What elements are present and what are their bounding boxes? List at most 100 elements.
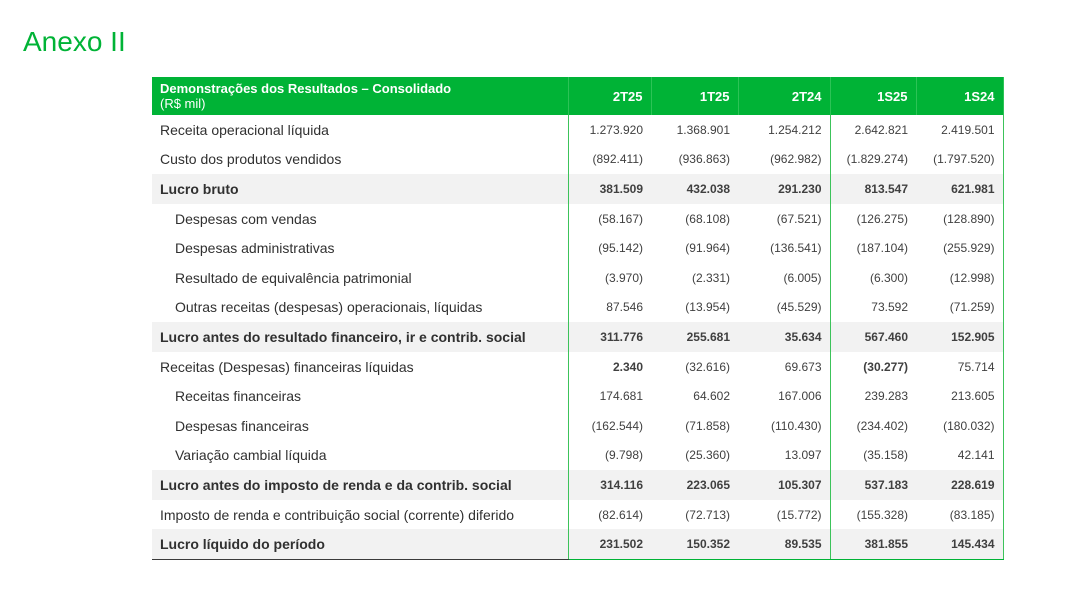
table-body: Receita operacional líquida 1.273.920 1.36… — [152, 115, 1004, 560]
cell-2t24: 167.006 — [778, 389, 822, 404]
row-label: Custo dos produtos vendidos — [160, 151, 342, 168]
cell-1t25: (2.331) — [691, 270, 730, 285]
cell-1s24: 145.434 — [916, 529, 1004, 560]
column-header-2t25: 2T25 — [568, 77, 652, 115]
cell-2t25: (162.544) — [567, 410, 651, 441]
cell-2t25: 174.681 — [567, 381, 651, 411]
cell-1t25: (71.858) — [685, 418, 730, 433]
cell-1t25: 432.038 — [651, 174, 738, 204]
column-header-1s25: 1S25 — [830, 77, 917, 115]
cell-1t25: (13.954) — [685, 300, 730, 315]
cell-1s24: (180.032) — [916, 410, 1004, 441]
table-row: Outras receitas (despesas) operacionais,… — [152, 292, 1004, 323]
row-label: Outras receitas (despesas) operacionais,… — [175, 299, 483, 316]
table-row: Receita operacional líquida 1.273.920 1.36… — [152, 115, 1004, 145]
row-label: Lucro líquido do período — [152, 529, 568, 560]
cell-1s24: (12.998) — [916, 262, 1004, 293]
cell-2t25: 314.116 — [567, 470, 651, 500]
row-label: Imposto de renda e contribuição social (… — [160, 506, 515, 523]
cell-2t24: 291.230 — [738, 174, 830, 204]
table-row: Custo dos produtos vendidos (892.411) (936… — [152, 144, 1004, 175]
cell-2t25: 2.340 — [567, 351, 651, 382]
cell-1s25: 239.283 — [829, 381, 916, 411]
cell-2t24: 105.307 — [738, 470, 830, 500]
cell-2t25: 87.546 — [567, 292, 651, 323]
column-header-2t24: 2T24 — [738, 77, 831, 115]
table-row: Variação cambial líquida (9.798) (25.360) 1… — [152, 440, 1004, 471]
table-row: Lucro bruto 381.509 432.038 291.230 813.547 6… — [152, 174, 1004, 204]
cell-1t25: (72.713) — [685, 507, 730, 522]
cell-2t24: 89.535 — [738, 529, 830, 560]
table-row: Lucro antes do resultado financeiro, ir … — [152, 322, 1004, 352]
cell-1s25: (6.300) — [829, 262, 916, 293]
cell-1s24: 228.619 — [916, 470, 1004, 500]
row-label: Lucro antes do imposto de renda e da con… — [152, 470, 568, 500]
cell-1s25: 813.547 — [829, 174, 916, 204]
cell-1t25: (91.964) — [685, 241, 730, 256]
cell-1t25: 64.602 — [693, 389, 730, 404]
cell-2t25: 311.776 — [567, 322, 651, 352]
column-header-1t25: 1T25 — [651, 77, 739, 115]
cell-1s24: 213.605 — [916, 381, 1004, 411]
table-row: Despesas financeiras (162.544) (71.858) (11… — [152, 410, 1004, 441]
cell-1s24: (128.890) — [916, 203, 1004, 234]
table-row: Lucro líquido do período 231.502 150.352 89… — [152, 529, 1004, 560]
cell-1s24: (83.185) — [916, 499, 1004, 530]
cell-2t24: 1.254.212 — [768, 122, 822, 137]
cell-2t25: (3.970) — [567, 262, 651, 293]
cell-1s25: (126.275) — [829, 203, 916, 234]
table-row: Receitas (Despesas) financeiras líquidas… — [152, 351, 1004, 382]
row-label: Despesas com vendas — [175, 210, 317, 227]
cell-2t25: (82.614) — [567, 499, 651, 530]
cell-1s25: (234.402) — [829, 410, 916, 441]
cell-2t24: (136.541) — [770, 241, 822, 256]
cell-1s25: 381.855 — [829, 529, 916, 560]
cell-1s25: 537.183 — [829, 470, 916, 500]
column-header-1s24: 1S24 — [916, 77, 1004, 115]
cell-2t24: 13.097 — [784, 448, 822, 463]
table-row: Imposto de renda e contribuição social (… — [152, 499, 1004, 530]
table-row: Lucro antes do imposto de renda e da con… — [152, 470, 1004, 500]
cell-1s25: (30.277) — [829, 351, 916, 382]
row-label: Receitas (Despesas) financeiras líquidas — [160, 358, 414, 375]
cell-1t25: (32.616) — [685, 359, 730, 374]
cell-1t25: 150.352 — [651, 529, 738, 560]
page-title: Anexo II — [23, 26, 126, 57]
cell-1s24: (71.259) — [916, 292, 1004, 323]
table-row: Receitas financeiras 174.681 64.602 167.006… — [152, 381, 1004, 411]
cell-1t25: (68.108) — [685, 211, 730, 226]
header-title: Demonstrações dos Resultados – Consolida… — [160, 81, 452, 96]
cell-1s24: 152.905 — [916, 322, 1004, 352]
cell-2t24: 69.673 — [784, 359, 822, 374]
row-label: Lucro antes do resultado financeiro, ir … — [152, 322, 568, 352]
row-label: Lucro bruto — [152, 174, 568, 204]
cell-1t25: 1.368.901 — [676, 122, 730, 137]
cell-1s25: (187.104) — [829, 233, 916, 263]
cell-1t25: 223.065 — [651, 470, 738, 500]
cell-2t24: 35.634 — [738, 322, 830, 352]
cell-2t25: (892.411) — [567, 144, 651, 175]
cell-1t25: (936.863) — [678, 152, 730, 167]
cell-2t25: (9.798) — [567, 440, 651, 471]
row-label: Variação cambial líquida — [175, 447, 327, 464]
cell-2t25: (95.142) — [567, 233, 651, 263]
cell-1s24: (255.929) — [916, 233, 1004, 263]
table-row: Despesas com vendas (58.167) (68.108) (67.5… — [152, 203, 1004, 234]
cell-2t25: 231.502 — [567, 529, 651, 560]
table-header-row: Demonstrações dos Resultados – Consolida… — [152, 77, 1004, 115]
cell-2t25: (58.167) — [567, 203, 651, 234]
table-row: Despesas administrativas (95.142) (91.964)… — [152, 233, 1004, 263]
cell-2t24: (6.005) — [783, 270, 822, 285]
cell-1s25: (1.829.274) — [829, 144, 916, 175]
cell-2t24: (67.521) — [776, 211, 822, 226]
table-row: Resultado de equivalência patrimonial (3.… — [152, 262, 1004, 293]
cell-1t25: (25.360) — [685, 448, 730, 463]
cell-2t25: 381.509 — [567, 174, 651, 204]
cell-1s24: 75.714 — [916, 351, 1004, 382]
cell-2t24: (110.430) — [771, 418, 822, 433]
cell-1s25: 567.460 — [829, 322, 916, 352]
table-header-label: Demonstrações dos Resultados – Consolida… — [152, 77, 569, 115]
row-label: Receitas financeiras — [175, 388, 302, 405]
cell-2t24: (45.529) — [776, 300, 822, 315]
cell-1s25: (155.328) — [829, 499, 916, 530]
